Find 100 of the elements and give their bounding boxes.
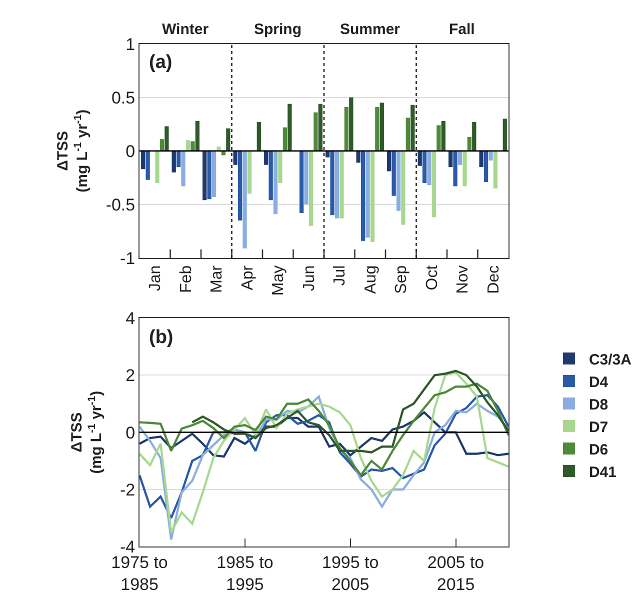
legend-label: D41 [588,464,616,481]
bar [406,118,410,151]
bar [387,150,392,172]
bar [273,150,278,214]
text: Summer [340,21,400,38]
bar [190,141,195,151]
bar [502,118,507,151]
bar [467,137,472,151]
x-tick-label: 1995 to 2005 [322,553,379,594]
x-tick-label: Dec [485,265,502,294]
text: Winter [162,21,209,38]
line-series [191,370,508,454]
bar [436,125,441,151]
y-tick-label: -0.5 [106,195,136,214]
bar [472,122,476,151]
x-tick-label: Mar [208,264,226,293]
bar [344,107,349,151]
bar [375,107,380,151]
bar [242,150,247,248]
bar [410,104,415,151]
bar [318,104,322,151]
bar [278,150,282,184]
bar [160,139,164,151]
bar [484,150,488,182]
bar [155,150,160,184]
bar [314,112,318,151]
bar [181,150,186,186]
bar [462,150,467,186]
bar [172,150,176,172]
legend-label: D6 [588,441,608,458]
bar [326,150,330,158]
bar [418,150,422,166]
bar [202,150,207,200]
bar [330,150,334,216]
bar [233,150,238,165]
bar [308,150,314,226]
legend-label: D7 [588,418,608,436]
bar [282,127,288,151]
x-tick-label: Nov [454,265,472,294]
bar [441,120,446,151]
line-series [140,396,508,541]
annotation: (b) [149,327,174,348]
bar [370,150,375,242]
bar [360,150,366,241]
bar [366,150,370,238]
x-tick-label: Jul [332,265,349,286]
bar [392,150,396,196]
bar [207,150,212,200]
bar [380,102,384,151]
y-tick-label: 0 [126,423,136,442]
x-tick-label: May [270,265,288,296]
bar [488,150,493,161]
y-tick-label: 0.5 [111,88,136,108]
bar [268,150,273,200]
bar [288,104,292,151]
bar [493,150,498,188]
x-tick-label: Apr [239,264,256,290]
bar [238,150,242,220]
x-tick-label: Feb [178,265,195,293]
bar [401,150,406,225]
x-tick-label: Oct [424,264,441,290]
bar [146,150,150,180]
y-tick-label: 2 [126,366,136,386]
line-series [140,382,508,476]
bar [453,150,458,186]
line-series [140,394,508,520]
bar [479,150,484,167]
bar [396,150,401,211]
x-tick-label: Sep [393,265,410,294]
bar [141,150,146,170]
bar [299,150,304,214]
bar [164,126,169,151]
bar [176,150,181,167]
line-series [140,371,508,534]
x-tick-label: Jun [300,265,318,292]
legend-label: D8 [588,396,608,414]
legend-label: C3/3A [588,351,632,368]
bar [427,150,432,186]
bar [195,120,200,151]
bar [226,128,230,151]
x-tick-label: 2005 to 2015 [427,553,484,594]
legend-label: D4 [588,374,609,391]
bar [422,150,427,184]
text: Fall [449,21,475,38]
line-series [140,411,508,458]
bar [432,150,436,218]
bar [186,140,190,151]
y-tick-label: 4 [126,308,136,328]
bar [340,150,344,218]
bar [256,122,261,151]
y-tick-label: -1 [120,248,136,268]
text: Spring [254,21,302,38]
annotation: (a) [149,52,172,73]
bar [448,150,453,167]
bar [458,150,462,165]
y-tick-label: -2 [120,480,136,500]
x-tick-label: 1985 to 1995 [216,553,274,594]
bar [356,150,360,163]
bar [212,150,216,197]
bar [304,150,308,204]
